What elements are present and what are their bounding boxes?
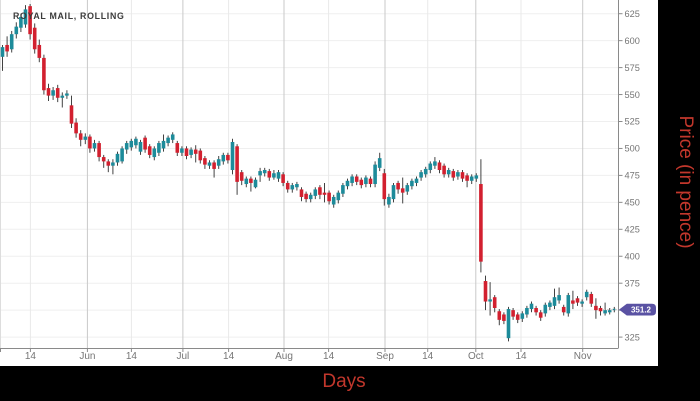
svg-text:14: 14 <box>323 351 335 362</box>
svg-text:325: 325 <box>625 332 640 342</box>
svg-text:500: 500 <box>625 144 640 154</box>
svg-text:525: 525 <box>625 117 640 127</box>
svg-text:Jun: Jun <box>79 351 95 362</box>
svg-text:Days: Days <box>322 371 365 392</box>
svg-text:400: 400 <box>625 251 640 261</box>
svg-text:351.2: 351.2 <box>631 306 652 315</box>
svg-text:575: 575 <box>625 63 640 73</box>
svg-text:Nov: Nov <box>574 351 592 362</box>
svg-text:Jul: Jul <box>177 351 190 362</box>
svg-text:Aug: Aug <box>275 351 293 362</box>
svg-text:625: 625 <box>625 9 640 19</box>
svg-text:Price (in pence): Price (in pence) <box>675 115 696 248</box>
svg-text:14: 14 <box>223 351 235 362</box>
svg-text:550: 550 <box>625 90 640 100</box>
svg-text:14: 14 <box>422 351 434 362</box>
svg-text:14: 14 <box>515 351 527 362</box>
svg-text:14: 14 <box>126 351 138 362</box>
svg-text:375: 375 <box>625 278 640 288</box>
svg-text:ROYAL MAIL, ROLLING: ROYAL MAIL, ROLLING <box>13 11 125 21</box>
svg-text:475: 475 <box>625 171 640 181</box>
svg-text:450: 450 <box>625 198 640 208</box>
svg-text:600: 600 <box>625 36 640 46</box>
svg-text:425: 425 <box>625 225 640 235</box>
svg-text:14: 14 <box>25 351 37 362</box>
svg-text:Oct: Oct <box>468 351 484 362</box>
svg-text:Sep: Sep <box>376 351 394 362</box>
